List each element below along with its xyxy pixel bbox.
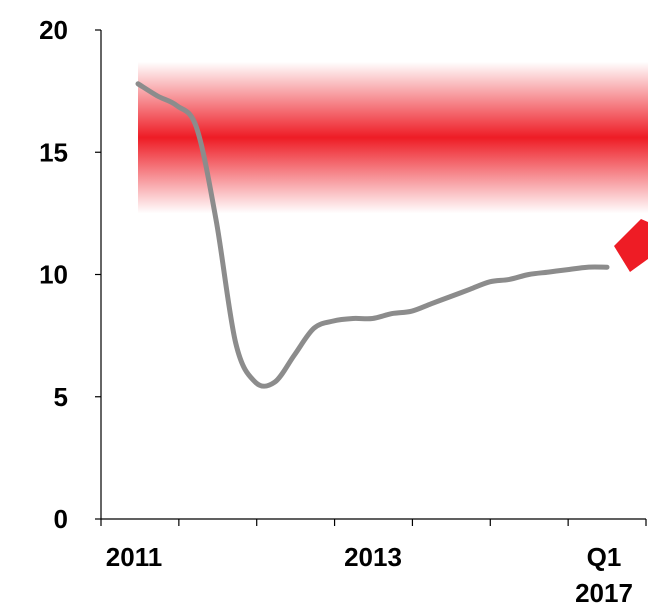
y-tick-label-5: 5 xyxy=(54,382,68,412)
x-tick-label-part: 2017 xyxy=(575,578,633,608)
y-tick-label-20: 20 xyxy=(39,15,68,45)
x-tick-label-q1-2017: Q1 2017 xyxy=(575,542,633,608)
y-tick-label-15: 15 xyxy=(39,137,68,167)
x-tick-label-2011: 2011 xyxy=(106,542,162,572)
target-band xyxy=(138,61,648,214)
y-tick-label-10: 10 xyxy=(39,260,68,290)
upward-arrow-icon xyxy=(614,219,648,272)
y-tick-labels: 0 5 10 15 20 xyxy=(39,15,68,534)
series-line xyxy=(135,81,610,389)
x-tick-marks xyxy=(100,519,647,526)
x-tick-label-part: Q1 xyxy=(587,542,622,572)
y-tick-label-0: 0 xyxy=(54,504,68,534)
x-tick-label-2013: 2013 xyxy=(344,542,402,572)
y-tick-marks xyxy=(95,29,101,520)
